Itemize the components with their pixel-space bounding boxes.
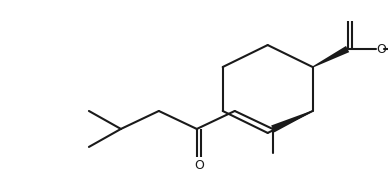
- Text: O: O: [377, 43, 386, 56]
- Text: O: O: [194, 159, 204, 172]
- Polygon shape: [271, 110, 313, 132]
- Polygon shape: [312, 46, 349, 68]
